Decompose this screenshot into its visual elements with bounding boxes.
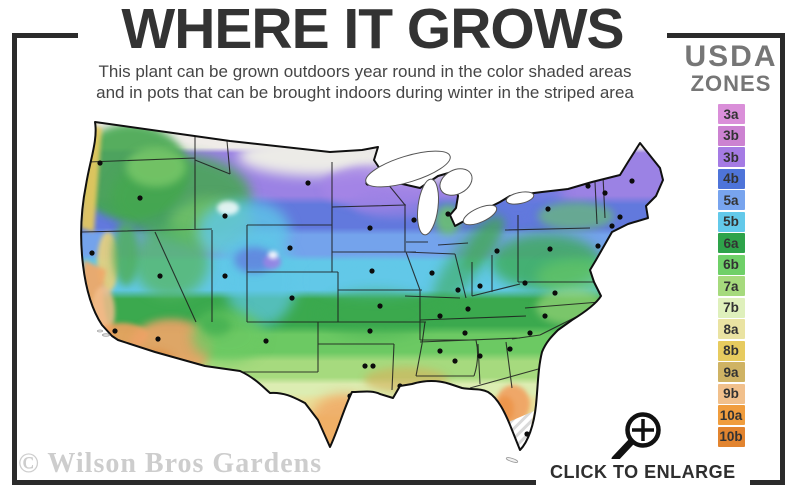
zone-label: 9a xyxy=(723,364,739,380)
zone-swatch: 10b xyxy=(717,426,745,447)
zone-label: 8a xyxy=(723,321,739,337)
zone-swatch: 9b xyxy=(717,383,745,404)
subtitle-line-1: This plant can be grown outdoors year ro… xyxy=(98,62,632,81)
zone-swatch: 9a xyxy=(717,362,745,383)
zone-label: 10a xyxy=(719,407,743,423)
zone-swatch: 6a xyxy=(717,233,745,254)
zone-label: 5b xyxy=(723,214,739,230)
legend-title-zones: ZONES xyxy=(690,71,772,96)
zone-label: 3a xyxy=(723,106,739,122)
zone-label: 8b xyxy=(723,343,739,359)
magnifier-plus-icon[interactable] xyxy=(602,402,666,470)
click-to-enlarge-button[interactable]: CLICK TO ENLARGE xyxy=(536,459,750,489)
zone-swatch: 5a xyxy=(717,190,745,211)
zone-label: 3b xyxy=(723,149,739,165)
zone-swatch: 10a xyxy=(717,405,745,426)
us-map-graphic xyxy=(80,121,664,463)
islands xyxy=(97,329,519,463)
zone-swatch: 3b xyxy=(717,147,745,168)
usda-zone-map[interactable] xyxy=(76,112,668,468)
watermark: © Wilson Bros Gardens xyxy=(18,448,323,479)
page-title: WHERE IT GROWS xyxy=(78,0,667,60)
zone-label: 10b xyxy=(719,429,743,445)
subtitle: This plant can be grown outdoors year ro… xyxy=(40,62,690,103)
zone-label: 6a xyxy=(723,235,739,251)
zone-label: 5a xyxy=(723,192,739,208)
zone-label: 7a xyxy=(723,278,739,294)
zone-swatch: 8a xyxy=(717,319,745,340)
subtitle-line-2: and in pots that can be brought indoors … xyxy=(96,82,634,102)
zone-swatch: 4b xyxy=(717,168,745,189)
zone-label: 4b xyxy=(723,171,739,187)
zone-label: 3b xyxy=(723,128,739,144)
zone-swatch: 7a xyxy=(717,276,745,297)
usda-zones-legend: USDA ZONES 3a 3b 3b 4b 5a 5b 6a 6b 7a xyxy=(672,42,790,448)
zone-label: 9b xyxy=(723,386,739,402)
great-lakes xyxy=(365,150,535,236)
zone-swatch: 6b xyxy=(717,254,745,275)
zone-swatch: 7b xyxy=(717,297,745,318)
zone-list: 3a 3b 3b 4b 5a 5b 6a 6b 7a 7b 8a 8b xyxy=(672,104,790,447)
zone-swatch: 3a xyxy=(717,104,745,125)
zone-swatch: 3b xyxy=(717,125,745,146)
zone-swatch: 5b xyxy=(717,211,745,232)
zone-label: 7b xyxy=(723,300,739,316)
zone-label: 6b xyxy=(723,257,739,273)
zone-swatch: 8b xyxy=(717,340,745,361)
us-outline xyxy=(80,121,664,451)
legend-title-usda: USDA xyxy=(684,40,778,73)
city-dots xyxy=(89,160,635,437)
